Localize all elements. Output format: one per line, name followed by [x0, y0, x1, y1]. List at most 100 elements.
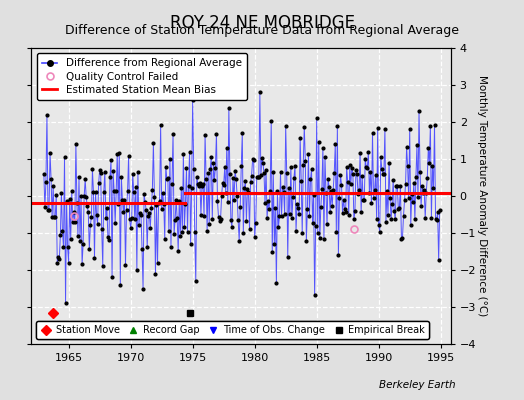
- Point: [417, 203, 425, 209]
- Point: [389, 177, 397, 184]
- Point: [156, 198, 164, 204]
- Point: [359, 196, 367, 203]
- Point: [179, 151, 188, 157]
- Point: [320, 235, 328, 242]
- Point: [219, 180, 227, 186]
- Point: [255, 174, 263, 180]
- Point: [230, 197, 238, 204]
- Point: [48, 214, 56, 221]
- Point: [220, 182, 228, 188]
- Point: [73, 200, 81, 206]
- Point: [122, 206, 130, 213]
- Point: [376, 228, 384, 235]
- Point: [110, 188, 118, 194]
- Point: [303, 206, 312, 212]
- Point: [43, 112, 51, 118]
- Point: [171, 217, 179, 224]
- Point: [169, 130, 177, 137]
- Point: [399, 213, 408, 219]
- Point: [256, 89, 264, 96]
- Point: [425, 160, 433, 166]
- Point: [352, 167, 360, 173]
- Point: [426, 122, 434, 129]
- Point: [184, 183, 193, 190]
- Point: [95, 167, 104, 174]
- Point: [117, 174, 126, 180]
- Point: [355, 186, 363, 193]
- Point: [88, 166, 96, 173]
- Point: [163, 174, 172, 181]
- Point: [195, 182, 203, 189]
- Point: [337, 181, 346, 188]
- Point: [279, 189, 288, 195]
- Point: [266, 188, 275, 194]
- Point: [146, 225, 155, 231]
- Point: [390, 208, 398, 214]
- Point: [330, 169, 339, 176]
- Point: [300, 124, 309, 130]
- Point: [205, 221, 213, 227]
- Point: [428, 163, 436, 169]
- Point: [119, 209, 128, 215]
- Point: [235, 238, 243, 244]
- Point: [181, 200, 190, 207]
- Point: [66, 196, 74, 202]
- Point: [96, 170, 105, 176]
- Point: [165, 228, 173, 234]
- Point: [328, 202, 336, 209]
- Point: [341, 206, 349, 212]
- Y-axis label: Monthly Temperature Anomaly Difference (°C): Monthly Temperature Anomaly Difference (…: [477, 75, 487, 317]
- Point: [44, 207, 52, 213]
- Point: [283, 254, 292, 260]
- Point: [201, 132, 209, 138]
- Point: [51, 214, 59, 220]
- Point: [191, 229, 199, 236]
- Point: [87, 214, 95, 220]
- Point: [432, 217, 441, 223]
- Point: [267, 118, 276, 124]
- Point: [265, 206, 274, 212]
- Point: [344, 179, 352, 185]
- Point: [385, 160, 393, 166]
- Point: [180, 224, 189, 230]
- Point: [152, 202, 161, 208]
- Point: [69, 218, 77, 225]
- Point: [64, 260, 73, 266]
- Point: [213, 198, 222, 204]
- Point: [187, 241, 195, 247]
- Point: [372, 172, 380, 178]
- Legend: Station Move, Record Gap, Time of Obs. Change, Empirical Break: Station Move, Record Gap, Time of Obs. C…: [36, 321, 429, 339]
- Point: [158, 206, 166, 212]
- Point: [350, 216, 358, 223]
- Point: [223, 144, 231, 151]
- Point: [424, 144, 432, 151]
- Point: [124, 153, 133, 159]
- Point: [211, 164, 220, 171]
- Point: [312, 115, 321, 122]
- Point: [422, 190, 430, 196]
- Point: [264, 198, 272, 204]
- Point: [403, 163, 412, 170]
- Point: [366, 169, 375, 175]
- Point: [276, 169, 285, 175]
- Point: [329, 187, 337, 193]
- Point: [245, 226, 254, 232]
- Point: [242, 218, 250, 224]
- Point: [305, 212, 314, 219]
- Point: [68, 188, 76, 194]
- Point: [354, 191, 362, 197]
- Point: [304, 150, 313, 157]
- Point: [327, 188, 335, 194]
- Point: [351, 208, 359, 214]
- Point: [310, 292, 319, 298]
- Point: [83, 203, 92, 210]
- Point: [99, 263, 107, 270]
- Point: [289, 194, 297, 200]
- Point: [378, 165, 386, 172]
- Point: [415, 108, 423, 114]
- Point: [402, 144, 411, 150]
- Point: [40, 170, 48, 177]
- Text: ROY 24 NE MOBRIDGE: ROY 24 NE MOBRIDGE: [169, 14, 355, 32]
- Point: [353, 171, 361, 178]
- Point: [90, 255, 99, 261]
